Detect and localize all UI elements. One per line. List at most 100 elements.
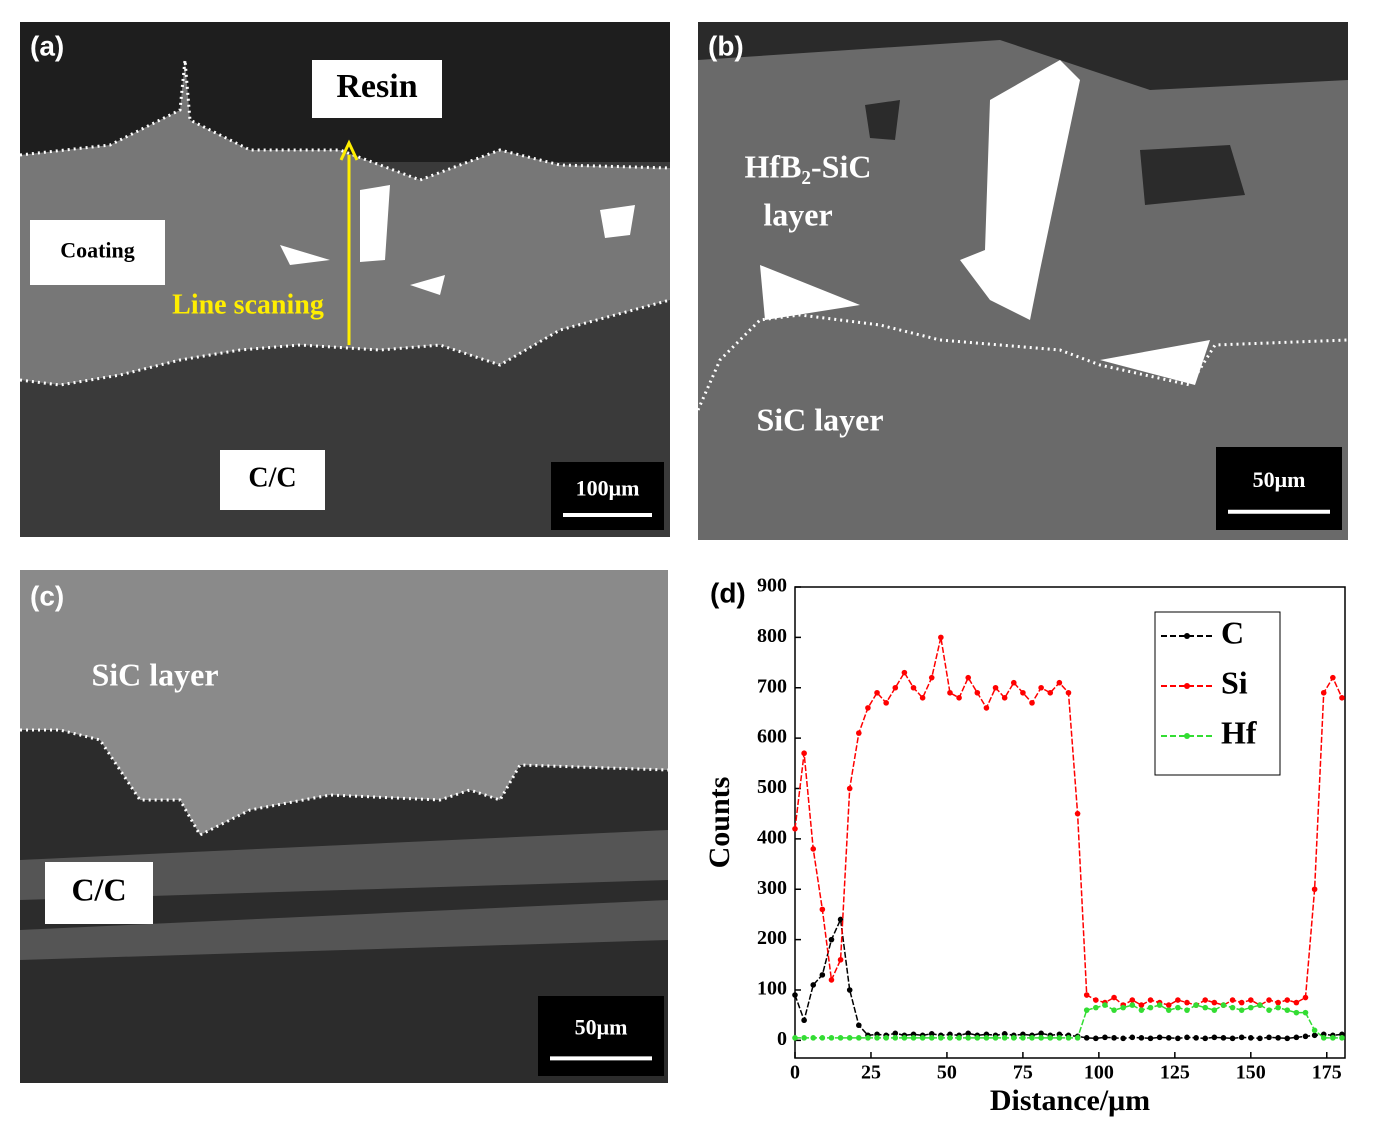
data-point — [1248, 1035, 1254, 1041]
data-point — [1175, 1004, 1181, 1011]
data-point — [1302, 1033, 1309, 1040]
data-point — [801, 750, 807, 757]
data-point — [1120, 1035, 1126, 1042]
image-label: Coating — [60, 238, 135, 263]
data-point — [883, 1035, 889, 1041]
scale-bar-label: 50μm — [1253, 467, 1306, 492]
data-point — [1257, 1002, 1263, 1008]
data-point — [1147, 1035, 1154, 1042]
data-point — [1165, 1007, 1172, 1013]
data-point — [1047, 689, 1054, 696]
data-point — [947, 1035, 953, 1041]
data-point — [1147, 1004, 1154, 1011]
x-tick-label: 25 — [861, 1062, 881, 1084]
x-tick-label: 175 — [1312, 1062, 1342, 1084]
scale-bar-box — [1216, 447, 1342, 530]
y-tick-label: 100 — [757, 978, 787, 1000]
x-axis-title: Distance/μm — [990, 1084, 1150, 1117]
data-point — [1056, 1035, 1063, 1041]
data-point — [1257, 1035, 1263, 1042]
data-point — [837, 1035, 844, 1041]
panel-label: (a) — [30, 30, 64, 61]
data-point — [1220, 1002, 1227, 1008]
series-line — [794, 916, 1343, 1040]
data-point — [874, 689, 880, 696]
panel-label: (b) — [708, 30, 744, 61]
data-point — [1193, 1002, 1199, 1008]
scale-bar-label: 50μm — [575, 1015, 628, 1040]
data-point — [1156, 1034, 1163, 1041]
data-point — [856, 730, 862, 736]
data-point — [1129, 1034, 1136, 1041]
data-point — [792, 1035, 798, 1041]
data-point — [837, 956, 844, 963]
data-point — [1229, 997, 1236, 1003]
data-point — [1093, 1035, 1099, 1042]
image-label: SiC layer — [756, 401, 883, 437]
data-point — [1038, 1030, 1044, 1037]
scale-bar-box — [538, 996, 664, 1076]
data-point — [965, 1030, 972, 1037]
data-point — [828, 936, 835, 943]
data-point — [1001, 1035, 1008, 1041]
data-point — [846, 987, 853, 993]
data-point — [1056, 679, 1063, 686]
data-point — [910, 1035, 917, 1041]
label-box — [45, 862, 153, 924]
data-point — [1284, 997, 1291, 1003]
data-point — [1293, 1034, 1300, 1041]
data-point — [1074, 1035, 1081, 1041]
data-point — [856, 1035, 862, 1041]
data-point — [1111, 1007, 1117, 1013]
y-tick-label: 500 — [757, 776, 787, 798]
data-point — [1202, 997, 1209, 1003]
data-point — [1193, 1035, 1199, 1041]
data-point — [1311, 886, 1318, 893]
y-tick-label: 900 — [757, 575, 787, 597]
data-point — [1211, 999, 1218, 1006]
data-point — [947, 689, 953, 696]
data-point — [1175, 997, 1181, 1003]
data-point — [1302, 1009, 1309, 1016]
data-point — [1165, 1035, 1172, 1041]
data-point — [1156, 1002, 1163, 1008]
data-point — [1047, 1035, 1054, 1041]
data-point — [965, 674, 972, 681]
data-point — [1010, 1035, 1017, 1041]
data-point — [1293, 999, 1300, 1006]
data-point — [828, 977, 835, 983]
data-point — [1184, 999, 1190, 1006]
data-point — [1202, 1004, 1209, 1011]
data-point — [1093, 1004, 1099, 1011]
data-point — [1229, 1035, 1236, 1042]
scale-bar-box — [551, 462, 664, 530]
data-point — [1065, 689, 1072, 696]
data-point — [1038, 684, 1044, 691]
data-point — [1020, 689, 1026, 696]
data-point — [1001, 1031, 1008, 1037]
label-box — [220, 450, 325, 510]
data-point — [928, 1031, 935, 1037]
plot-frame — [794, 586, 1346, 1059]
y-tick-label: 200 — [757, 927, 787, 949]
data-point — [992, 684, 999, 691]
data-point — [1302, 994, 1309, 1001]
data-point — [1275, 999, 1281, 1006]
data-point — [1238, 1007, 1245, 1013]
legend-label: Si — [1221, 664, 1248, 700]
data-point — [928, 1035, 935, 1041]
data-point — [1330, 1035, 1336, 1041]
data-point — [865, 1035, 871, 1041]
data-point — [901, 669, 908, 676]
data-point — [865, 705, 871, 711]
data-point — [1284, 1035, 1291, 1042]
data-point — [892, 1035, 899, 1041]
data-point — [846, 785, 853, 792]
image-label: SiC layer — [91, 656, 218, 692]
y-tick-label: 300 — [757, 877, 787, 899]
data-point — [1175, 1035, 1181, 1042]
data-point — [1001, 695, 1008, 701]
data-point — [1211, 1007, 1218, 1013]
data-point — [1138, 1035, 1145, 1041]
data-point — [974, 1035, 981, 1041]
